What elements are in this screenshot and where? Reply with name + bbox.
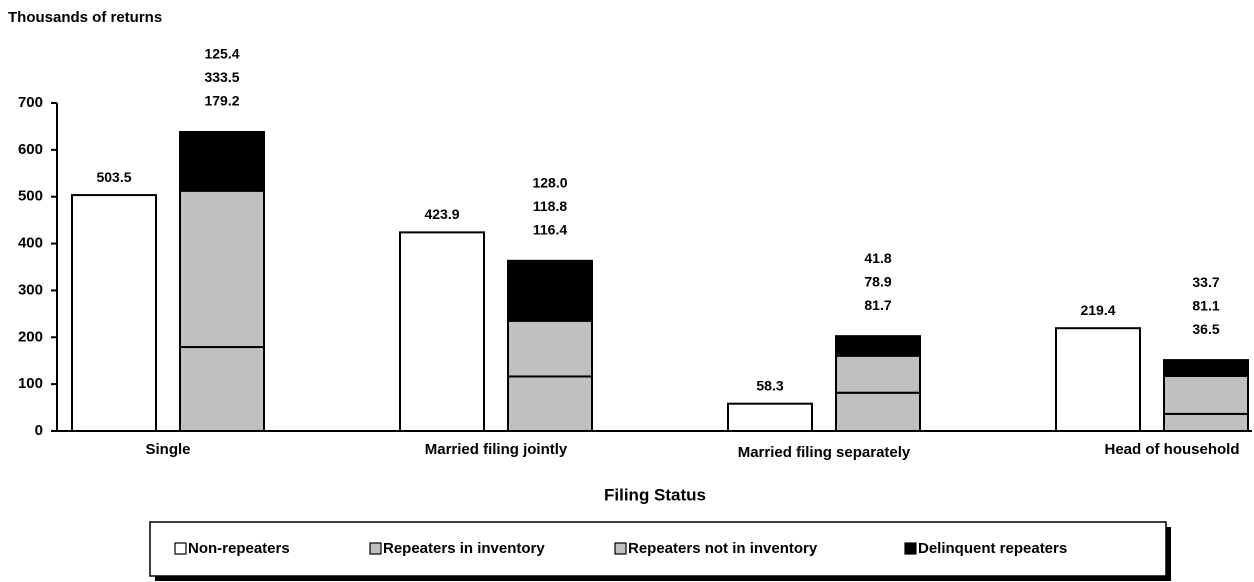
bar-segment <box>71 194 157 432</box>
legend-swatch <box>904 542 917 555</box>
y-tick-label: 300 <box>18 281 43 298</box>
bar-segment <box>835 391 921 432</box>
legend-label: Repeaters in inventory <box>383 540 545 557</box>
y-tick-label: 700 <box>18 94 43 111</box>
bar-segment <box>179 131 265 192</box>
bar-segment <box>1163 359 1249 377</box>
value-label: 36.5 <box>1192 321 1219 337</box>
y-tick-label: 100 <box>18 375 43 392</box>
x-tick-label: Single <box>145 441 190 458</box>
y-tick-label: 0 <box>35 422 43 439</box>
value-label: 116.4 <box>533 222 567 238</box>
value-label: 78.9 <box>864 273 891 289</box>
legend-label: Repeaters not in inventory <box>628 540 818 557</box>
legend-swatch <box>614 542 627 555</box>
bar-segment <box>507 375 593 432</box>
value-label: 503.5 <box>96 169 131 185</box>
bar-segment <box>835 335 921 357</box>
legend-label: Delinquent repeaters <box>918 540 1067 557</box>
bar-segment <box>1163 374 1249 415</box>
value-label: 333.5 <box>204 69 239 85</box>
value-label: 118.8 <box>533 198 567 214</box>
value-label: 125.4 <box>204 46 239 62</box>
bar-segment <box>1163 412 1249 433</box>
legend-label: Non-repeaters <box>188 540 290 557</box>
y-tick-label: 500 <box>18 188 43 205</box>
value-label: 58.3 <box>756 377 783 393</box>
y-tick-label: 200 <box>18 328 43 345</box>
legend-swatch <box>369 542 382 555</box>
value-label: 179.2 <box>204 93 239 109</box>
bar-segment <box>507 259 593 322</box>
value-label: 423.9 <box>424 206 459 222</box>
value-label: 219.4 <box>1080 302 1115 318</box>
bar-segment <box>179 346 265 433</box>
value-label: 81.7 <box>864 297 891 313</box>
bar-segment <box>179 189 265 349</box>
y-tick-label: 400 <box>18 235 43 252</box>
x-tick-label: Married filing separately <box>738 444 911 461</box>
bar-segment <box>399 231 485 432</box>
value-label: 81.1 <box>1192 297 1219 313</box>
legend-swatch <box>174 542 187 555</box>
bar-segment <box>727 402 813 432</box>
value-label: 41.8 <box>864 250 891 266</box>
value-label: 33.7 <box>1192 274 1219 290</box>
x-tick-label: Head of household <box>1105 441 1240 458</box>
value-label: 128.0 <box>532 175 567 191</box>
y-axis-label: Thousands of returns <box>8 9 162 26</box>
x-axis-label: Filing Status <box>604 485 706 504</box>
y-tick-label: 600 <box>18 141 43 158</box>
bar-segment <box>835 354 921 394</box>
legend-box <box>149 521 1167 577</box>
bar-segment <box>1055 327 1141 433</box>
x-tick-label: Married filing jointly <box>425 441 568 458</box>
bar-segment <box>507 319 593 378</box>
